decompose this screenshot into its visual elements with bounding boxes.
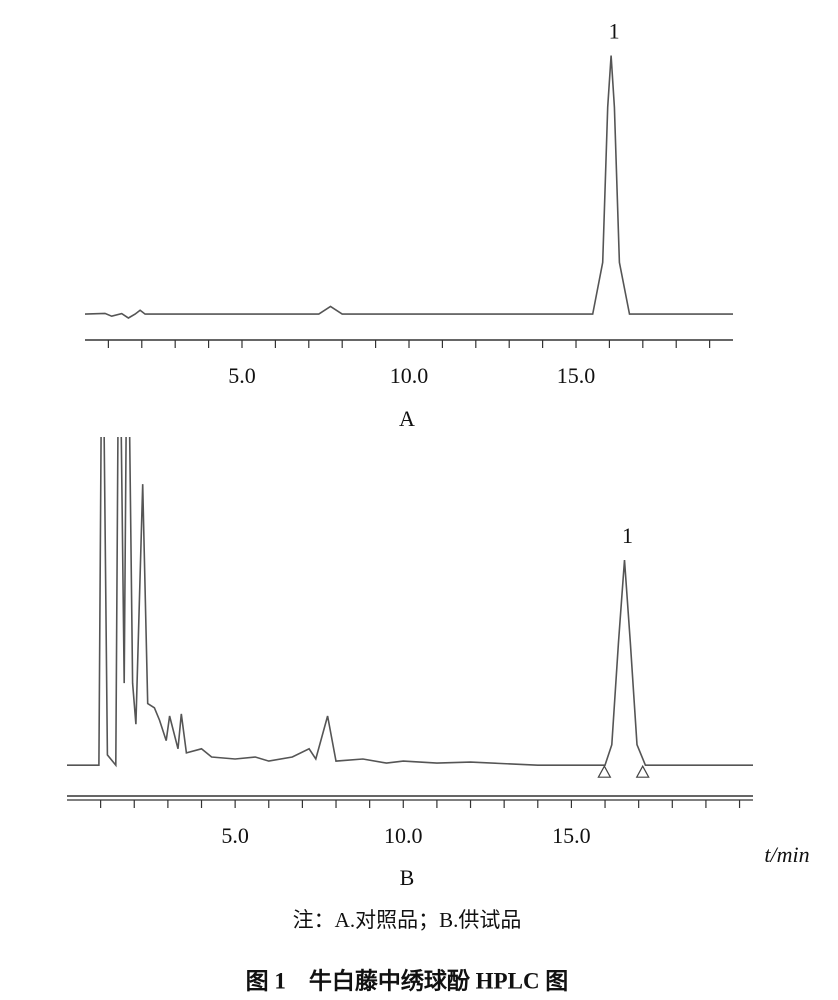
x-axis-label: t/min [764, 842, 809, 867]
peak-label: 1 [609, 19, 620, 44]
caption: 图 1 牛白藤中绣球酚 HPLC 图 [246, 967, 569, 993]
peak-label: 1 [622, 523, 633, 548]
x-tick-label: 10.0 [384, 823, 423, 848]
x-tick-label: 15.0 [552, 823, 591, 848]
panel-label: B [400, 865, 415, 890]
x-tick-label: 5.0 [228, 363, 256, 388]
x-tick-label: 10.0 [390, 363, 429, 388]
integration-mark [597, 764, 612, 778]
integration-mark [635, 764, 650, 778]
x-tick-label: 5.0 [221, 823, 249, 848]
x-tick-label: 15.0 [557, 363, 596, 388]
trace [67, 437, 753, 768]
panel-label: A [399, 406, 415, 431]
trace [84, 55, 733, 319]
note: 注：A.对照品；B.供试品 [293, 908, 522, 932]
